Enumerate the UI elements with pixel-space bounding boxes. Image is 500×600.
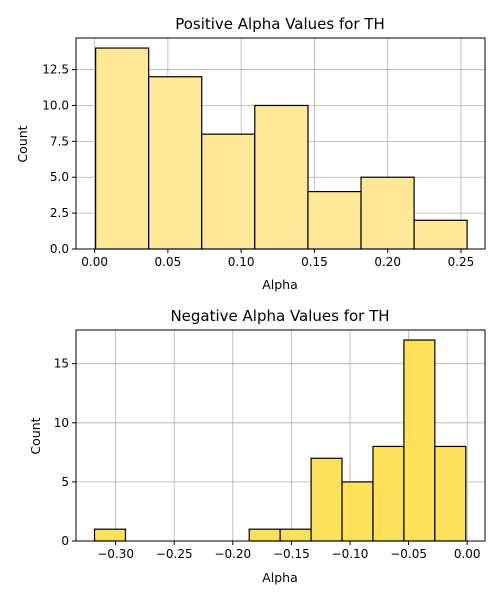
histogram-bar xyxy=(95,47,150,250)
x-tick-label: 0.10 xyxy=(228,255,255,269)
y-tick-label: 10 xyxy=(54,416,69,430)
histogram-bar xyxy=(148,76,203,250)
histogram-bar xyxy=(310,457,343,542)
chart-title: Negative Alpha Values for TH xyxy=(170,307,389,325)
histogram-bar xyxy=(434,445,467,542)
histogram-bar xyxy=(254,104,309,250)
y-axis-ticks: 0.0 2.5 5.0 7.5 10.0 12.5 xyxy=(42,63,76,256)
histogram-bar xyxy=(279,528,312,542)
x-tick-label: 0.00 xyxy=(454,547,481,561)
x-axis-ticks: −0.30 −0.25 −0.20 −0.15 −0.10 −0.05 0.00 xyxy=(97,541,481,561)
chart-title: Positive Alpha Values for TH xyxy=(175,15,385,33)
x-tick-label: −0.30 xyxy=(97,547,134,561)
x-tick-label: 0.20 xyxy=(374,255,401,269)
y-tick-label: 5 xyxy=(61,475,69,489)
histogram-bar xyxy=(201,133,256,250)
y-tick-label: 0.0 xyxy=(50,242,69,256)
y-axis-ticks: 0 5 10 15 xyxy=(54,357,76,548)
x-tick-label: −0.05 xyxy=(390,547,427,561)
histogram-bars xyxy=(93,339,467,542)
x-axis-label: Alpha xyxy=(262,277,298,292)
y-tick-label: 10.0 xyxy=(42,98,69,112)
x-tick-label: 0.15 xyxy=(301,255,328,269)
histogram-bars xyxy=(95,47,468,250)
histogram-bar xyxy=(307,190,362,250)
x-tick-label: −0.25 xyxy=(156,547,193,561)
y-tick-label: 2.5 xyxy=(50,206,69,220)
histogram-bar xyxy=(93,528,127,542)
plot-frame xyxy=(75,329,486,542)
histogram-bar xyxy=(372,445,405,542)
x-axis-ticks: 0.00 0.05 0.10 0.15 0.20 0.25 xyxy=(81,249,474,269)
x-tick-label: −0.15 xyxy=(273,547,310,561)
y-tick-label: 12.5 xyxy=(42,63,69,77)
negative-alpha-histogram: Negative Alpha Values for TH Alpha Count… xyxy=(28,307,486,585)
x-tick-label: 0.25 xyxy=(448,255,475,269)
y-tick-label: 0 xyxy=(61,534,69,548)
y-tick-label: 15 xyxy=(54,357,69,371)
y-tick-label: 5.0 xyxy=(50,170,69,184)
x-tick-label: 0.00 xyxy=(81,255,108,269)
x-tick-label: 0.05 xyxy=(155,255,182,269)
y-axis-label: Count xyxy=(28,417,43,454)
histogram-bar xyxy=(413,219,468,250)
x-axis-label: Alpha xyxy=(262,570,298,585)
x-tick-label: −0.10 xyxy=(332,547,369,561)
plot-frame xyxy=(75,37,486,250)
histogram-bar xyxy=(341,481,374,542)
histogram-bar xyxy=(248,528,281,542)
positive-alpha-histogram: Positive Alpha Values for TH Alpha Count… xyxy=(15,15,486,292)
histogram-bar xyxy=(360,176,415,250)
histogram-bar xyxy=(403,339,436,542)
x-tick-label: −0.20 xyxy=(214,547,251,561)
y-tick-label: 7.5 xyxy=(50,134,69,148)
y-axis-label: Count xyxy=(15,125,30,162)
